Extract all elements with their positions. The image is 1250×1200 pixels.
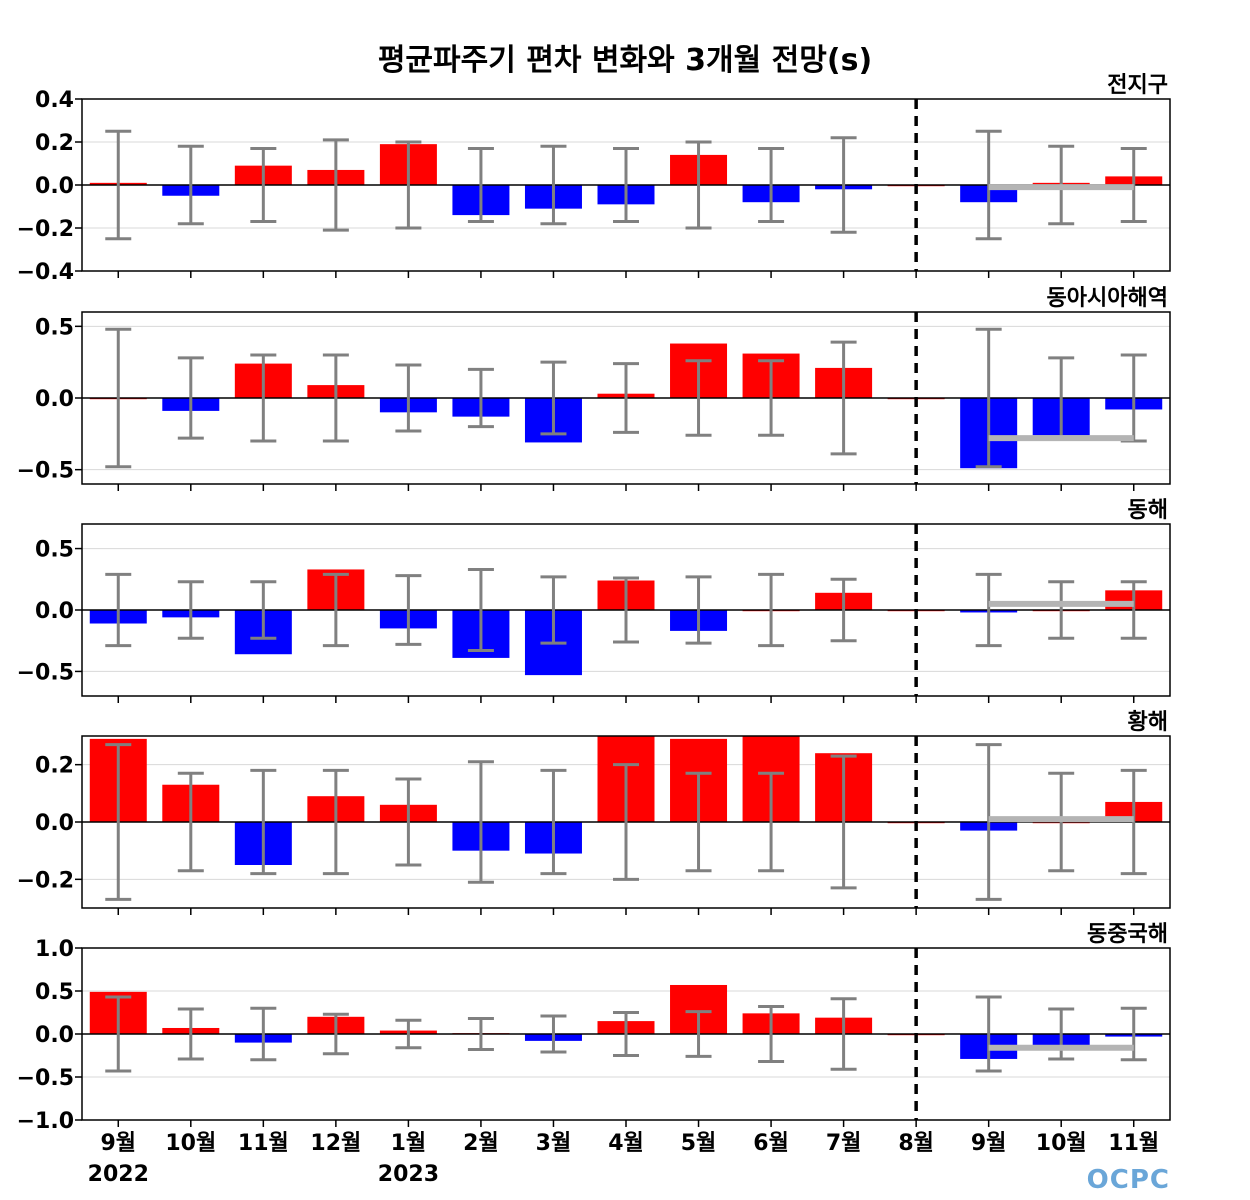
y-tick-label: 0.0	[35, 811, 74, 836]
panel-title: 전지구	[1107, 73, 1168, 98]
x-tick-label: 11월	[1108, 1131, 1159, 1156]
x-tick-label: 1월	[391, 1131, 427, 1156]
y-tick-label: 0.5	[35, 315, 74, 340]
x-tick-label: 12월	[310, 1131, 361, 1156]
panel-title: 동아시아해역	[1047, 286, 1168, 311]
panel-plot-area	[82, 736, 1170, 901]
x-tick-label: 2월	[463, 1131, 499, 1156]
y-tick-label: −0.2	[17, 217, 74, 242]
panel-2: 0.5 0.0 −0.5 동아시아해역	[17, 286, 1171, 491]
y-tick-label: −0.2	[17, 868, 74, 893]
panel-title: 황해	[1128, 710, 1168, 735]
y-tick-label: 0.0	[35, 387, 74, 412]
x-tick-label: 11월	[238, 1131, 289, 1156]
y-tick-label: 0.0	[35, 174, 74, 199]
y-tick-label: −0.4	[17, 260, 74, 285]
y-tick-label: −1.0	[17, 1109, 74, 1134]
y-tick-label: 0.4	[35, 88, 74, 113]
panel-5: 1.0 0.5 0.0 −0.5 −1.0 동중국해	[17, 922, 1171, 1134]
panel-plot-area	[82, 129, 1170, 241]
y-tick-label: 0.0	[35, 599, 74, 624]
year-label: 2022	[88, 1162, 149, 1187]
x-tick-label: 6월	[753, 1131, 789, 1156]
panel-plot-area	[82, 567, 1170, 676]
x-tick-label: 3월	[536, 1131, 572, 1156]
panel-plot-area	[82, 984, 1170, 1073]
y-tick-label: 1.0	[35, 937, 74, 962]
chart-panels: 0.40.20.0−0.2−0.4전지구0.50.0−0.5동아시아해역0.50…	[17, 73, 1171, 1134]
x-tick-label: 5월	[681, 1131, 717, 1156]
x-axis-labels: 9월 10월 11월 12월 1월 2월 3월 4월 5월 6월 7월 8월 9월 10월 11월 2022 2…	[88, 1131, 1160, 1187]
x-tick-label: 7월	[826, 1131, 862, 1156]
y-tick-label: 0.5	[35, 980, 74, 1005]
panel-1: 0.4 0.2 0.0 −0.2 −0.4 전지구	[17, 73, 1171, 285]
panel-title: 동중국해	[1087, 922, 1168, 947]
panel-4: 0.2 0.0 −0.2 황해	[17, 710, 1171, 915]
ocpc-logo: OCPC	[1087, 1165, 1170, 1195]
x-tick-label: 10월	[1036, 1131, 1087, 1156]
x-tick-label: 9월	[100, 1131, 136, 1156]
y-tick-label: 0.2	[35, 131, 74, 156]
x-tick-label: 9월	[971, 1131, 1007, 1156]
x-tick-label: 8월	[898, 1131, 934, 1156]
year-label: 2023	[378, 1162, 439, 1187]
chart-title: 평균파주기 편차 변화와 3개월 전망(s)	[378, 43, 872, 78]
panel-3: 0.5 0.0 −0.5 동해	[17, 498, 1171, 703]
y-tick-label: 0.5	[35, 538, 74, 563]
panel-plot-area	[82, 327, 1170, 469]
y-tick-label: −0.5	[17, 1066, 74, 1091]
y-tick-label: 0.2	[35, 754, 74, 779]
y-tick-label: −0.5	[17, 660, 74, 685]
panel-title: 동해	[1128, 498, 1168, 523]
y-tick-label: −0.5	[17, 459, 74, 484]
x-tick-label: 10월	[165, 1131, 216, 1156]
y-tick-label: 0.0	[35, 1023, 74, 1048]
x-tick-label: 4월	[608, 1131, 644, 1156]
